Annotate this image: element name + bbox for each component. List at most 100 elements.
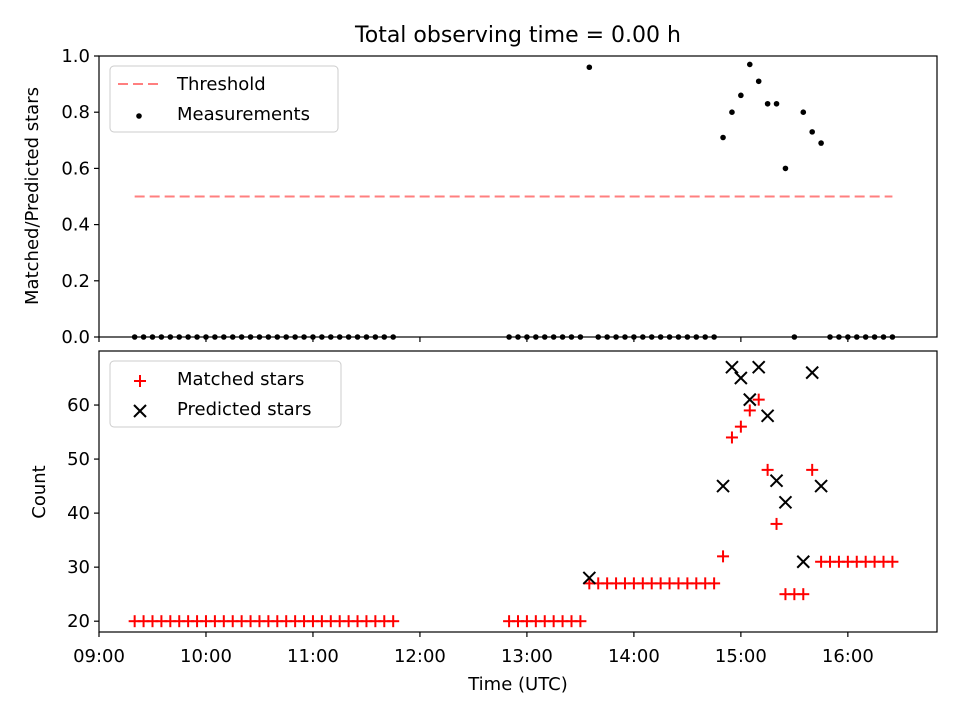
- measurement-point: [372, 334, 379, 340]
- measurement-point: [176, 334, 183, 340]
- measurement-point: [604, 334, 610, 340]
- top-legend-frame: [109, 65, 339, 133]
- measurement-point: [292, 334, 298, 340]
- measurement-point: [862, 334, 869, 340]
- measurement-point: [541, 334, 548, 340]
- measurement-point: [301, 334, 307, 340]
- measurement-point: [274, 334, 281, 340]
- legend-measurements-label: Measurements: [177, 104, 310, 125]
- measurement-point: [738, 92, 744, 99]
- predicted-star-point: [582, 571, 597, 585]
- bottom-y-tick-label: 60: [67, 395, 90, 416]
- bottom-y-ticks: 20 30 40 50 60: [67, 395, 99, 632]
- bottom-y-axis-label: Count: [29, 465, 50, 518]
- bottom-x-ticks: 09:00 10:00 11:00 12:00 13:00 14:00 15:00 16:00: [73, 632, 874, 667]
- legend-measurements-swatch: [136, 113, 142, 119]
- measurement-point: [221, 334, 227, 340]
- measurement-point: [684, 334, 691, 340]
- measurement-point: [711, 334, 717, 340]
- measurement-point: [559, 334, 566, 340]
- measurement-point: [871, 334, 878, 340]
- measurement-point: [845, 334, 851, 340]
- top-y-ticks: 0.0 0.2 0.4 0.6 0.8 1.0: [61, 46, 99, 348]
- top-panel: 0.0 0.2 0.4 0.6 0.8 1.0 Matched/Predicted sta…: [22, 46, 938, 348]
- measurement-point: [363, 334, 370, 340]
- measurement-point: [568, 334, 575, 340]
- bottom-legend-frame: [109, 360, 342, 428]
- legend-predicted-swatch: [133, 404, 147, 418]
- bottom-y-tick-label: 40: [67, 503, 90, 524]
- top-y-axis-label: Matched/Predicted stars: [22, 87, 43, 305]
- measurement-point: [533, 334, 539, 340]
- matched-star-point: [708, 577, 721, 590]
- bottom-x-tick-label: 10:00: [180, 646, 232, 667]
- matched-star-point: [886, 555, 899, 568]
- measurement-point: [158, 334, 165, 340]
- matched-star-point: [752, 393, 765, 406]
- measurement-point: [345, 334, 352, 340]
- measurement-point: [773, 100, 780, 107]
- measurement-point: [167, 334, 174, 340]
- top-x-ticks: [98, 337, 849, 342]
- predicted-star-point: [769, 473, 784, 488]
- top-y-tick-label: 0.2: [61, 271, 90, 292]
- measurement-point: [809, 129, 815, 135]
- measurement-point: [836, 334, 842, 340]
- measurement-point: [675, 334, 682, 340]
- measurement-point: [586, 64, 593, 71]
- measurement-point: [666, 334, 673, 340]
- matched-star-point: [797, 588, 810, 601]
- bottom-legend: Matched stars Predicted stars: [109, 360, 342, 428]
- bottom-y-tick-label: 50: [67, 449, 90, 470]
- bottom-x-tick-label: 11:00: [287, 646, 339, 667]
- measurement-point: [515, 334, 521, 340]
- measurement-point: [247, 334, 254, 340]
- bottom-panel: 20 30 40 50 60 09:00 10:00 11:00 12:00 13:00 14:0…: [29, 350, 938, 695]
- matched-star-point: [717, 550, 730, 563]
- measurement-point: [818, 140, 824, 146]
- bottom-x-tick-label: 09:00: [73, 646, 125, 667]
- measurement-point: [131, 334, 138, 340]
- measurement-point: [327, 334, 334, 340]
- measurement-point: [764, 100, 771, 107]
- measurement-point: [595, 334, 602, 340]
- measurement-point: [880, 334, 887, 340]
- measurement-point: [577, 334, 584, 340]
- top-y-tick-label: 1.0: [61, 46, 90, 67]
- measurement-point: [140, 334, 147, 340]
- measurement-point: [720, 134, 726, 141]
- bottom-x-tick-label: 16:00: [822, 646, 874, 667]
- measurement-point: [550, 334, 557, 340]
- measurement-point: [265, 334, 272, 340]
- predicted-star-point: [760, 409, 775, 423]
- measurement-point: [853, 334, 860, 340]
- measurement-point: [640, 334, 646, 340]
- measurement-point: [755, 78, 762, 85]
- top-legend: Threshold Measurements: [109, 65, 339, 133]
- top-y-tick-label: 0.0: [61, 327, 90, 348]
- measurement-point: [800, 109, 807, 115]
- matched-star-point: [734, 420, 747, 433]
- measurement-point: [782, 165, 789, 172]
- predicted-star-point: [805, 365, 819, 380]
- bottom-x-tick-label: 12:00: [394, 646, 446, 667]
- measurement-point: [310, 334, 316, 340]
- measurement-point: [693, 334, 700, 340]
- measurement-point: [381, 334, 388, 340]
- measurement-point: [283, 334, 290, 340]
- legend-matched-label: Matched stars: [177, 369, 304, 390]
- measurement-point: [729, 109, 735, 115]
- measurement-point: [657, 334, 664, 340]
- measurement-point: [622, 334, 628, 340]
- matched-star-point: [743, 404, 756, 417]
- matched-star-point: [806, 463, 819, 476]
- chart-title: Total observing time = 0.00 h: [354, 23, 681, 48]
- measurement-point: [354, 334, 361, 340]
- measurement-point: [336, 334, 343, 340]
- measurement-point: [746, 61, 753, 68]
- measurement-point: [889, 334, 896, 340]
- top-y-tick-label: 0.6: [61, 158, 90, 179]
- bottom-series: [128, 360, 899, 628]
- matched-star-point: [387, 615, 400, 628]
- matched-star-point: [725, 431, 738, 444]
